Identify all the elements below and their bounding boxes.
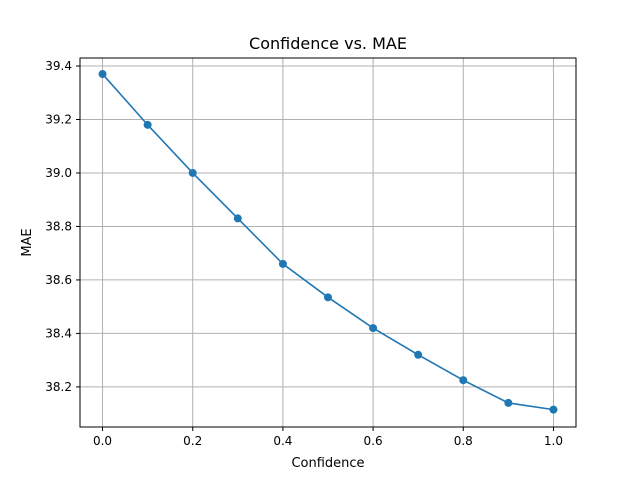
x-tick-label: 0.6 — [364, 434, 383, 448]
x-tick-label: 0.8 — [454, 434, 473, 448]
y-axis-label: MAE — [20, 228, 35, 256]
y-tick-label: 38.2 — [45, 380, 72, 394]
data-point — [278, 259, 287, 268]
data-point — [369, 324, 378, 333]
plot-frame — [79, 57, 577, 428]
data-point — [143, 120, 152, 129]
chart-title: Confidence vs. MAE — [249, 34, 407, 53]
data-point — [324, 293, 332, 302]
grid — [80, 58, 576, 427]
data-point — [188, 168, 197, 177]
y-tick-label: 38.4 — [45, 326, 72, 340]
x-tick-label: 0.2 — [183, 434, 202, 448]
data-point — [98, 70, 107, 79]
x-tick-label: 0.0 — [93, 434, 112, 448]
data-point — [233, 214, 242, 223]
data-point — [549, 405, 558, 414]
data-point — [414, 350, 423, 359]
x-axis-label: Confidence — [291, 456, 364, 471]
x-tick-label: 0.4 — [273, 434, 292, 448]
y-tick-label: 39.2 — [45, 113, 72, 127]
y-tick-label: 38.6 — [45, 273, 72, 287]
y-tick-label: 38.8 — [45, 219, 72, 233]
data-point — [459, 376, 468, 385]
y-tick-label: 39.4 — [45, 59, 72, 73]
ticks: 0.0 0.2 0.4 0.6 0.8 1.0 38.2 38.4 38.6 38.8 39.0 39… — [45, 59, 563, 448]
x-tick-label: 1.0 — [544, 434, 563, 448]
data-point — [504, 398, 513, 407]
series-group — [98, 70, 558, 414]
y-tick-label: 39.0 — [45, 166, 72, 180]
